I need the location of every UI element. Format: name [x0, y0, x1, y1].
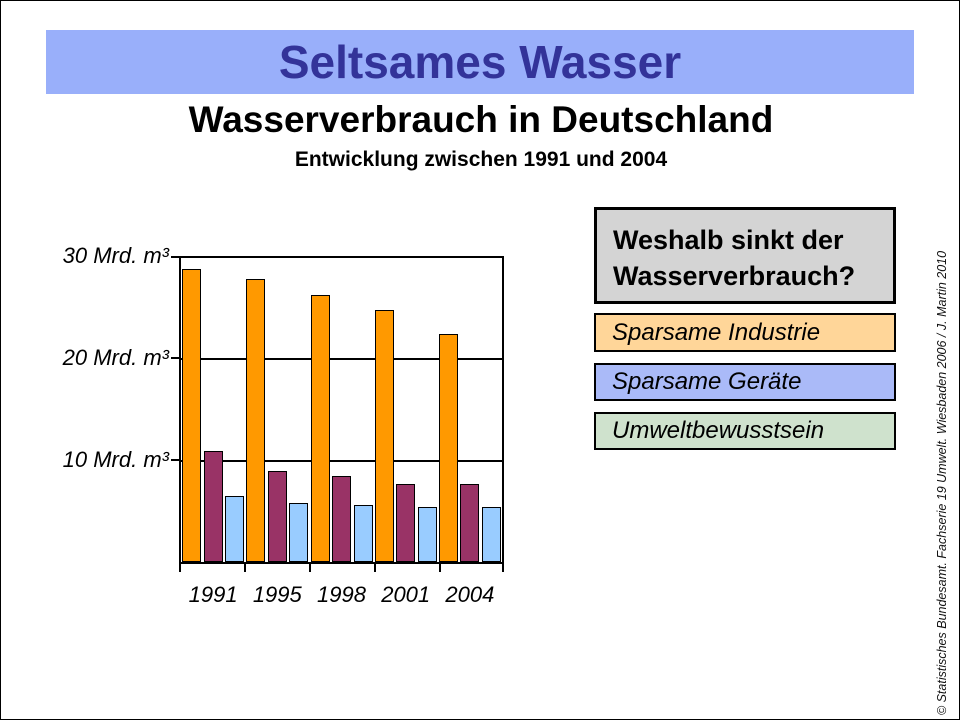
bar-dark-red-series-1991	[203, 450, 223, 562]
bar-light-blue-series-1998	[353, 505, 373, 562]
slide-subtitle: Entwicklung zwischen 1991 und 2004	[294, 148, 668, 171]
question-line-1: Weshalb sinkt der	[613, 225, 844, 255]
y-axis-label-20: 20 Mrd. m³	[62, 345, 169, 370]
question-box: Weshalb sinkt der Wasserverbrauch?	[594, 207, 896, 304]
x-axis-label-1998: 1998	[317, 582, 366, 607]
bar-dark-red-series-2004	[460, 484, 480, 562]
copyright-credit: © Statistisches Bundesamt. Fachserie 19 …	[935, 250, 949, 716]
y-axis-label-30: 30 Mrd. m³	[62, 243, 169, 268]
bar-light-blue-series-2001	[417, 507, 437, 562]
title-banner: Seltsames Wasser	[46, 30, 914, 94]
y-tick-10	[171, 459, 179, 461]
plot-area	[179, 256, 504, 564]
answer-box-sparsame-industrie: Sparsame Industrie	[594, 313, 896, 352]
x-axis-label-1991: 1991	[188, 582, 238, 607]
x-axis-label-1995: 1995	[252, 582, 302, 607]
x-axis-label-2004: 2004	[445, 582, 495, 607]
x-axis-tick-5	[502, 564, 504, 572]
question-line-2: Wasserverbrauch?	[613, 261, 856, 291]
bar-orange-series-2001	[374, 309, 394, 562]
bar-light-blue-series-2004	[481, 507, 501, 562]
gridline-20	[181, 358, 502, 360]
bar-orange-series-2004	[438, 334, 458, 562]
x-axis-tick-2	[309, 564, 311, 572]
x-axis-tick-3	[374, 564, 376, 572]
slide-heading: Wasserverbrauch in Deutschland	[188, 99, 774, 140]
y-tick-20	[171, 357, 179, 359]
x-axis-tick-1	[244, 564, 246, 572]
bar-orange-series-1995	[246, 279, 266, 562]
bar-dark-red-series-1995	[267, 470, 287, 562]
x-axis-tick-0	[179, 564, 181, 572]
banner-title: Seltsames Wasser	[278, 36, 682, 88]
answer-box-label-geraete: Sparsame Geräte	[612, 368, 802, 395]
bar-dark-red-series-1998	[332, 475, 351, 562]
gridline-10	[181, 460, 502, 462]
x-axis-tick-4	[439, 564, 441, 572]
bar-orange-series-1998	[310, 294, 330, 562]
y-tick-30	[171, 256, 179, 258]
bar-dark-red-series-2001	[396, 484, 416, 562]
answer-box-sparsame-geraete: Sparsame Geräte	[594, 363, 896, 401]
answer-box-label-umwelt: Umweltbewusstsein	[612, 417, 825, 444]
bar-orange-series-1991	[182, 269, 202, 562]
answer-box-label-industrie: Sparsame Industrie	[612, 318, 821, 346]
y-axis-label-10: 10 Mrd. m³	[62, 447, 169, 472]
x-axis-label-2001: 2001	[381, 582, 431, 607]
answer-box-umweltbewusstsein: Umweltbewusstsein	[594, 412, 896, 450]
bar-light-blue-series-1995	[289, 503, 309, 562]
bar-light-blue-series-1991	[225, 496, 245, 562]
